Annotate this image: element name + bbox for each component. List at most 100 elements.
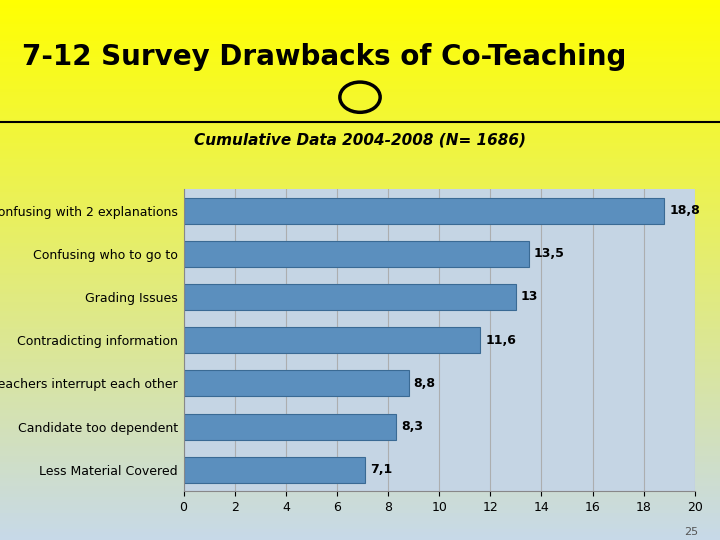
Bar <box>0 162 720 165</box>
Bar <box>0 159 720 162</box>
Bar <box>0 292 720 294</box>
Bar <box>0 367 720 370</box>
Bar <box>0 302 720 305</box>
Bar <box>0 16 720 19</box>
Bar <box>0 400 720 402</box>
Bar <box>0 535 720 537</box>
Bar <box>0 416 720 418</box>
Bar <box>0 300 720 302</box>
Bar <box>0 30 720 32</box>
Bar <box>0 235 720 238</box>
Bar <box>0 224 720 227</box>
Bar <box>0 356 720 359</box>
Bar <box>0 181 720 184</box>
Bar <box>0 81 720 84</box>
Bar <box>0 40 720 43</box>
Bar <box>0 178 720 181</box>
Bar <box>0 513 720 516</box>
Bar <box>0 262 720 265</box>
Bar <box>184 284 516 310</box>
Bar <box>184 370 408 396</box>
Bar <box>0 483 720 486</box>
Bar <box>0 92 720 94</box>
Text: 11,6: 11,6 <box>485 334 516 347</box>
Bar <box>0 194 720 197</box>
Bar <box>0 389 720 392</box>
Bar <box>0 516 720 518</box>
Bar <box>0 84 720 86</box>
Bar <box>0 421 720 424</box>
Bar <box>0 475 720 478</box>
Bar <box>0 165 720 167</box>
Bar <box>0 467 720 470</box>
Bar <box>0 410 720 413</box>
Bar <box>0 359 720 362</box>
Bar <box>0 208 720 211</box>
Bar <box>0 230 720 232</box>
Bar <box>0 76 720 78</box>
Bar <box>0 324 720 327</box>
Bar <box>0 157 720 159</box>
Bar <box>0 43 720 46</box>
Bar <box>0 0 720 3</box>
Bar <box>0 124 720 127</box>
Bar <box>0 446 720 448</box>
Bar <box>0 151 720 154</box>
Bar <box>0 86 720 89</box>
Bar <box>0 197 720 200</box>
Bar <box>0 427 720 429</box>
Bar <box>0 500 720 502</box>
Bar <box>0 22 720 24</box>
Bar <box>0 381 720 383</box>
Bar <box>0 408 720 410</box>
Bar <box>0 5 720 8</box>
Bar <box>0 27 720 30</box>
Bar <box>0 370 720 373</box>
Bar <box>0 364 720 367</box>
Text: 7-12 Survey Drawbacks of Co-Teaching: 7-12 Survey Drawbacks of Co-Teaching <box>22 43 626 71</box>
Bar <box>0 386 720 389</box>
Bar <box>0 8 720 11</box>
Bar <box>0 394 720 397</box>
Bar <box>0 510 720 513</box>
Bar <box>0 221 720 224</box>
Bar <box>0 51 720 54</box>
Bar <box>0 286 720 289</box>
Bar <box>0 294 720 297</box>
Bar <box>0 143 720 146</box>
Bar <box>184 198 664 224</box>
Bar <box>184 414 396 440</box>
Bar <box>0 289 720 292</box>
Bar <box>0 97 720 100</box>
Bar <box>0 462 720 464</box>
Bar <box>0 202 720 205</box>
Bar <box>0 38 720 40</box>
Bar <box>0 402 720 405</box>
Bar <box>0 70 720 73</box>
Bar <box>0 432 720 435</box>
Bar <box>0 192 720 194</box>
Text: Cumulative Data 2004-2008 (N= 1686): Cumulative Data 2004-2008 (N= 1686) <box>194 132 526 147</box>
Bar <box>0 397 720 400</box>
Bar <box>0 46 720 49</box>
Text: 8,3: 8,3 <box>401 420 423 433</box>
Bar <box>0 362 720 364</box>
Bar <box>0 103 720 105</box>
Bar <box>0 524 720 526</box>
Bar <box>0 3 720 5</box>
Bar <box>0 526 720 529</box>
Bar <box>0 167 720 170</box>
Bar <box>0 270 720 273</box>
Bar <box>0 186 720 189</box>
Bar <box>0 108 720 111</box>
Bar <box>0 32 720 35</box>
Bar <box>0 316 720 319</box>
Bar <box>0 238 720 240</box>
Bar <box>0 127 720 130</box>
Bar <box>0 73 720 76</box>
Bar <box>0 254 720 256</box>
Bar <box>0 176 720 178</box>
Bar <box>0 200 720 202</box>
Bar <box>0 248 720 251</box>
Bar <box>0 146 720 148</box>
